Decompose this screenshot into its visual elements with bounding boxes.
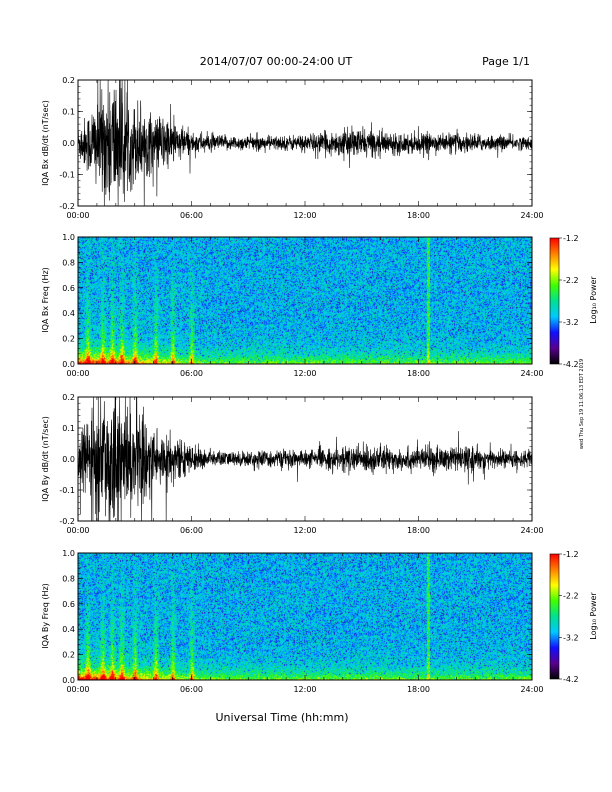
- panel-bx-timeseries-xticks: 00:00 06:00 12:00 18:00 24:00: [66, 80, 544, 220]
- panel-by-timeseries-yticks: 0.2 0.1 0.0 -0.1 -0.2: [59, 393, 532, 526]
- colorbar-tick-label: -1.2: [563, 550, 579, 559]
- bx-spectrogram-heatmap: [78, 237, 532, 364]
- x-tick-label: 00:00: [66, 211, 89, 220]
- y-tick-label: 0.2: [62, 76, 75, 85]
- colorbar-tick-label: -1.2: [563, 234, 579, 243]
- panel-by-spectrogram: 1.0 0.8 0.6 0.4 0.2 0.0 00:00 06:00 12:00 18:00 2…: [41, 549, 544, 694]
- colorbar-tick-label: -2.2: [563, 592, 579, 601]
- y-tick-label: 0.1: [62, 424, 75, 433]
- y-tick-label: 0.0: [62, 139, 75, 148]
- y-tick-label: 0.6: [62, 600, 75, 609]
- colorbar-tick-label: -2.2: [563, 276, 579, 285]
- x-tick-label: 18:00: [407, 369, 430, 378]
- x-tick-label: 12:00: [293, 369, 316, 378]
- x-tick-label: 12:00: [293, 685, 316, 694]
- x-tick-label: 24:00: [520, 526, 543, 535]
- panel-bx-timeseries-ylabel: IQA Bx dB/dt (nT/sec): [41, 100, 50, 186]
- y-tick-label: 0.2: [62, 393, 75, 402]
- x-tick-label: 24:00: [520, 211, 543, 220]
- panel-bx-spectrogram-xticks: 00:00 06:00 12:00 18:00 24:00: [66, 237, 544, 378]
- panel-bx-timeseries-yticks: 0.2 0.1 0.0 -0.1 -0.2: [59, 76, 532, 211]
- panel-bx-spectrogram: 1.0 0.8 0.6 0.4 0.2 0.0 00:00 06:00 12:00 18:00 2…: [41, 233, 544, 378]
- x-tick-label: 00:00: [66, 369, 89, 378]
- x-tick-label: 00:00: [66, 526, 89, 535]
- x-tick-label: 18:00: [407, 211, 430, 220]
- colorbar-tick-label: -3.2: [563, 318, 579, 327]
- x-tick-label: 06:00: [180, 369, 203, 378]
- x-tick-label: 12:00: [293, 211, 316, 220]
- colorbar-bx: -1.2 -2.2 -3.2 -4.2 Log₁₀ Power: [549, 234, 598, 369]
- y-tick-label: -0.1: [59, 171, 75, 180]
- side-note: wed Thu Sep 19 11:06:13 EDT 2019: [579, 359, 585, 449]
- x-tick-label: 06:00: [180, 526, 203, 535]
- panel-bx-spectrogram-yticks: 1.0 0.8 0.6 0.4 0.2 0.0: [62, 233, 532, 369]
- x-tick-label: 18:00: [407, 685, 430, 694]
- figure-title: 2014/07/07 00:00-24:00 UT: [200, 55, 353, 68]
- colorbar-tick-label: -4.2: [563, 675, 579, 684]
- y-tick-label: 0.8: [62, 574, 75, 583]
- y-tick-label: 0.8: [62, 258, 75, 267]
- page-indicator: Page 1/1: [482, 55, 530, 68]
- panel-by-spectrogram-xticks: 00:00 06:00 12:00 18:00 24:00: [66, 553, 544, 694]
- x-tick-label: 12:00: [293, 526, 316, 535]
- panel-by-timeseries-ylabel: IQA By dB/dt (nT/sec): [41, 416, 50, 502]
- panel-by-timeseries-xticks: 00:00 06:00 12:00 18:00 24:00: [66, 397, 544, 535]
- colorbar-tick-label: -3.2: [563, 633, 579, 642]
- by-spectrogram-image-holder: [78, 553, 532, 680]
- x-tick-label: 06:00: [180, 685, 203, 694]
- y-tick-label: 0.2: [62, 335, 75, 344]
- x-tick-label: 00:00: [66, 685, 89, 694]
- y-tick-label: 0.4: [62, 309, 75, 318]
- colorbar-by-gradient: [549, 553, 560, 680]
- colorbar-bx-gradient: [549, 237, 560, 365]
- panel-by-spectrogram-ylabel: IQA By Freq (Hz): [41, 583, 50, 649]
- panel-bx-timeseries: 0.2 0.1 0.0 -0.1 -0.2 00:00 06:00 12:00 18:00 24…: [41, 76, 544, 220]
- y-tick-label: 0.2: [62, 651, 75, 660]
- colorbar-by-ticks: -1.2 -2.2 -3.2 -4.2: [559, 550, 579, 684]
- x-tick-label: 06:00: [180, 211, 203, 220]
- by-dbdt-trace: [77, 396, 533, 522]
- y-tick-label: 0.0: [62, 455, 75, 464]
- x-tick-label: 24:00: [520, 369, 543, 378]
- colorbar-by-label: Log₁₀ Power: [589, 592, 598, 640]
- by-spectrogram-heatmap: [78, 553, 532, 680]
- panel-bx-spectrogram-ylabel: IQA Bx Freq (Hz): [41, 267, 50, 333]
- x-tick-label: 24:00: [520, 685, 543, 694]
- y-tick-label: -0.2: [59, 202, 75, 211]
- x-axis-label: Universal Time (hh:mm): [216, 711, 349, 724]
- y-tick-label: 1.0: [62, 549, 75, 558]
- y-tick-label: 0.1: [62, 108, 75, 117]
- colorbar-by: -1.2 -2.2 -3.2 -4.2 Log₁₀ Power: [549, 550, 598, 684]
- colorbar-tick-label: -4.2: [563, 360, 579, 369]
- colorbar-bx-label: Log₁₀ Power: [589, 276, 598, 324]
- y-tick-label: 0.0: [62, 676, 75, 685]
- y-tick-label: 1.0: [62, 233, 75, 242]
- y-tick-label: 0.6: [62, 284, 75, 293]
- bx-dbdt-trace: [77, 79, 533, 207]
- panel-by-timeseries: 0.2 0.1 0.0 -0.1 -0.2 00:00 06:00 12:00 18:00 24…: [41, 393, 544, 535]
- colorbar-bx-ticks: -1.2 -2.2 -3.2 -4.2: [559, 234, 579, 369]
- bx-spectrogram-image-holder: [78, 237, 532, 364]
- y-tick-label: -0.2: [59, 517, 75, 526]
- y-tick-label: 0.4: [62, 625, 75, 634]
- panel-by-spectrogram-yticks: 1.0 0.8 0.6 0.4 0.2 0.0: [62, 549, 532, 685]
- y-tick-label: -0.1: [59, 486, 75, 495]
- y-tick-label: 0.0: [62, 360, 75, 369]
- x-tick-label: 18:00: [407, 526, 430, 535]
